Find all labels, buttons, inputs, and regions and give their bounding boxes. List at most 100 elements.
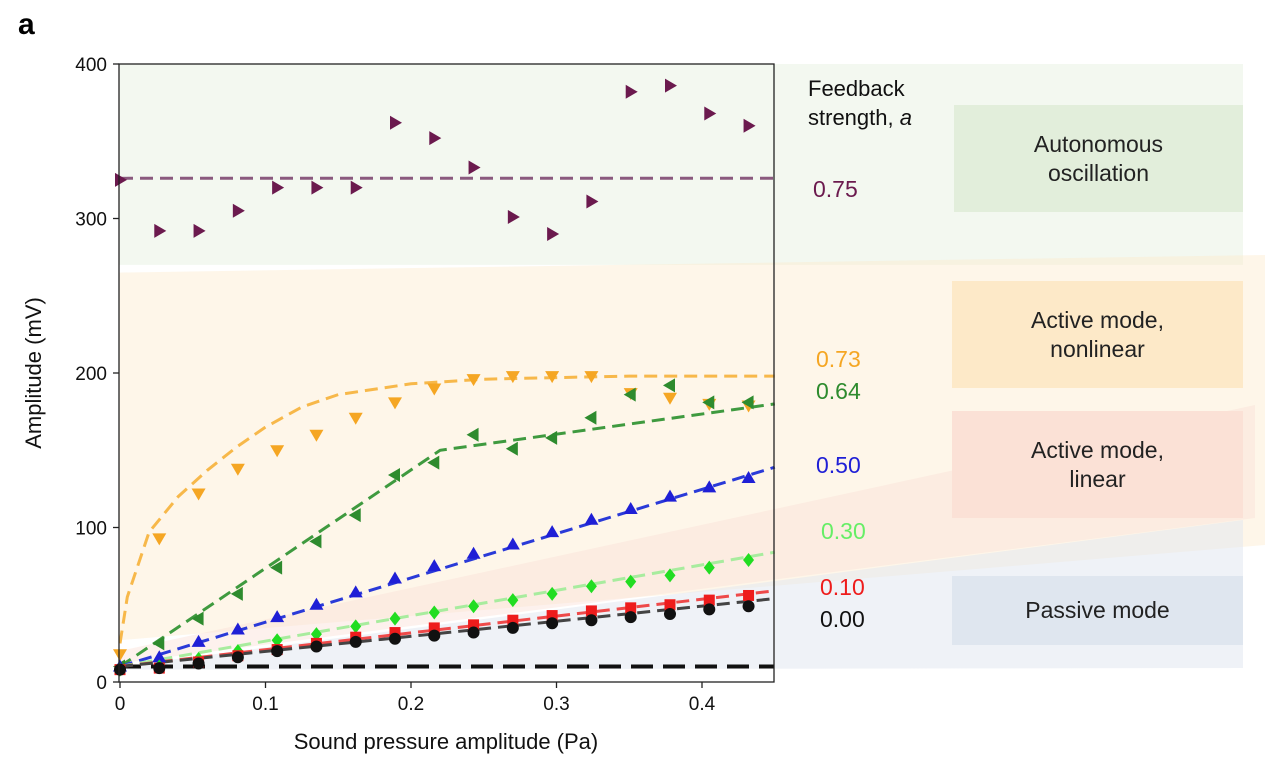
point-s0-15 xyxy=(704,106,717,121)
point-s3-5 xyxy=(309,597,324,610)
point-s4-13 xyxy=(625,574,637,589)
point-s3-11 xyxy=(545,525,560,538)
point-s1-1 xyxy=(152,533,167,546)
point-s0-7 xyxy=(389,115,402,130)
label-075: 0.75 xyxy=(813,176,858,202)
point-s0-9 xyxy=(468,160,481,175)
point-s6-14 xyxy=(663,608,676,621)
y-axis-ticks: 0 100 200 300 400 xyxy=(75,55,119,694)
point-s2-6 xyxy=(348,508,361,523)
label-010: 0.10 xyxy=(820,574,865,600)
point-s3-8 xyxy=(427,559,442,572)
legend-heading: Feedback strength, a xyxy=(808,74,912,132)
point-s6-8 xyxy=(428,629,441,642)
point-s1-5 xyxy=(309,429,324,442)
label-064: 0.64 xyxy=(816,378,861,404)
point-s1-12 xyxy=(584,371,599,384)
point-s6-12 xyxy=(585,614,598,627)
point-s3-6 xyxy=(348,585,363,598)
regime-linear-line2: linear xyxy=(1069,465,1126,492)
point-s5-7 xyxy=(389,627,401,639)
point-s5-10 xyxy=(507,614,519,626)
point-s0-13 xyxy=(625,84,638,99)
point-s3-4 xyxy=(270,610,285,623)
point-s4-7 xyxy=(389,611,401,626)
point-s2-3 xyxy=(230,586,243,601)
point-s1-4 xyxy=(270,445,285,458)
x-tick-label-4: 0.4 xyxy=(689,694,716,715)
point-s3-10 xyxy=(505,537,520,550)
point-s5-12 xyxy=(585,605,597,617)
point-s6-5 xyxy=(310,640,323,653)
label-000: 0.00 xyxy=(820,606,865,632)
point-s0-14 xyxy=(664,78,677,93)
legend-heading-line2: strength, a xyxy=(808,103,912,132)
point-s0-12 xyxy=(586,194,599,209)
point-s3-7 xyxy=(387,571,402,584)
point-s6-7 xyxy=(388,632,401,645)
point-s2-5 xyxy=(309,534,322,549)
label-073: 0.73 xyxy=(816,346,861,372)
point-s4-11 xyxy=(546,586,558,601)
point-s3-9 xyxy=(466,546,481,559)
regime-autonomous: Autonomous oscillation xyxy=(954,105,1243,212)
point-s0-6 xyxy=(350,180,363,195)
point-s6-4 xyxy=(271,645,284,658)
point-s2-15 xyxy=(702,395,715,410)
point-s2-13 xyxy=(623,387,636,402)
point-s0-11 xyxy=(547,226,560,241)
fit-line-4 xyxy=(119,550,776,668)
point-s6-11 xyxy=(546,617,559,630)
y-tick-label-0: 0 xyxy=(96,673,107,694)
point-s1-6 xyxy=(348,412,363,425)
point-s0-3 xyxy=(232,203,245,218)
fit-line-2 xyxy=(119,402,776,668)
regime-nonlinear-line1: Active mode, xyxy=(1031,306,1164,333)
point-s2-9 xyxy=(466,427,479,442)
point-s0-10 xyxy=(507,209,520,224)
legend-heading-symbol: a xyxy=(899,105,912,130)
point-s3-16 xyxy=(741,471,756,484)
regime-passive: Passive mode xyxy=(952,576,1243,645)
point-s0-5 xyxy=(311,180,324,195)
legend-heading-line1: Feedback xyxy=(808,76,905,101)
y-axis-title: Amplitude (mV) xyxy=(21,297,46,449)
label-030: 0.30 xyxy=(821,518,866,544)
point-s4-15 xyxy=(703,560,715,575)
point-s0-8 xyxy=(429,131,442,146)
regime-linear-line1: Active mode, xyxy=(1031,436,1164,463)
point-s0-2 xyxy=(193,223,206,238)
y-tick-label-3: 300 xyxy=(75,210,107,231)
regime-nonlinear: Active mode, nonlinear xyxy=(952,281,1243,388)
point-s3-13 xyxy=(623,501,638,514)
point-s6-9 xyxy=(467,626,480,639)
regime-autonomous-line2: oscillation xyxy=(1047,159,1149,186)
point-s3-14 xyxy=(662,489,677,502)
point-s6-10 xyxy=(506,621,519,634)
point-s1-11 xyxy=(545,371,560,384)
panel-label: a xyxy=(18,8,35,41)
point-s0-0 xyxy=(115,172,127,187)
point-s6-13 xyxy=(624,611,637,624)
point-s1-10 xyxy=(505,371,520,384)
point-s3-3 xyxy=(230,622,245,635)
point-s6-1 xyxy=(153,662,166,675)
point-s4-6 xyxy=(350,619,362,634)
y-tick-label-1: 100 xyxy=(75,519,107,540)
point-s1-0 xyxy=(113,649,127,662)
point-s5-15 xyxy=(703,594,715,606)
point-s1-9 xyxy=(466,374,481,387)
point-s5-13 xyxy=(625,602,637,614)
point-s1-3 xyxy=(230,463,245,476)
point-s2-7 xyxy=(387,467,400,482)
point-s3-12 xyxy=(584,512,599,525)
point-s0-1 xyxy=(154,223,167,238)
x-axis-title: Sound pressure amplitude (Pa) xyxy=(294,729,599,754)
point-s2-8 xyxy=(427,455,440,470)
point-s0-16 xyxy=(743,118,756,133)
data-points xyxy=(113,78,756,677)
regime-passive-line1: Passive mode xyxy=(1025,597,1170,623)
regime-nonlinear-line2: nonlinear xyxy=(1050,335,1145,362)
x-axis-ticks: 0 0.1 0.2 0.3 0.4 xyxy=(115,682,716,715)
point-s4-4 xyxy=(271,633,283,648)
